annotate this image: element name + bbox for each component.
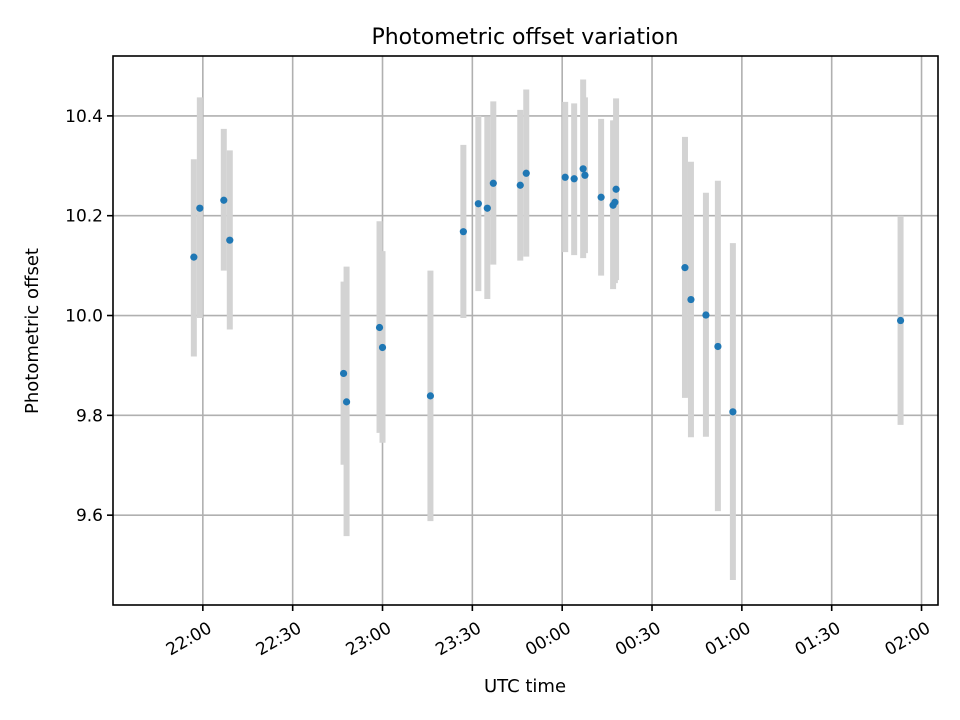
data-point xyxy=(339,369,348,378)
data-point xyxy=(579,165,587,173)
data-point xyxy=(687,295,695,304)
data-point xyxy=(896,316,905,325)
x-tick-label: 01:30 xyxy=(792,618,844,660)
data-point xyxy=(516,181,524,189)
data-point xyxy=(597,193,605,201)
chart-title: Photometric offset variation xyxy=(371,25,678,50)
data-point xyxy=(378,343,387,352)
data-point xyxy=(375,323,384,332)
data-point xyxy=(226,236,234,244)
data-point xyxy=(581,171,589,179)
data-point xyxy=(220,196,228,204)
data-point xyxy=(561,173,569,181)
x-tick-label: 23:00 xyxy=(343,618,395,660)
y-axis-label: Photometric offset xyxy=(22,248,43,414)
x-tick-label: 01:00 xyxy=(702,618,754,660)
data-point xyxy=(489,179,497,187)
y-tick-label: 10.4 xyxy=(65,107,103,127)
y-tick-label: 9.6 xyxy=(76,506,103,526)
y-tick-label: 10.0 xyxy=(65,307,103,327)
error-bars xyxy=(190,79,904,581)
data-point xyxy=(729,408,737,416)
x-tick-label: 23:30 xyxy=(432,618,484,660)
data-point xyxy=(714,342,722,351)
x-tick-label: 22:00 xyxy=(163,618,215,660)
data-point xyxy=(342,398,351,406)
data-point xyxy=(612,185,620,193)
data-point xyxy=(196,204,204,212)
x-tick-label: 02:00 xyxy=(882,618,934,660)
data-point xyxy=(190,253,198,261)
y-axis-ticks: 9.6 9.8 10.0 10.2 10.4 xyxy=(65,107,113,526)
x-axis-label: UTC time xyxy=(484,676,566,697)
y-tick-label: 9.8 xyxy=(76,406,103,426)
x-axis-ticks: 22:00 22:30 23:00 23:30 00:00 00:30 01:00 01:30… xyxy=(163,605,934,660)
x-tick-label: 22:30 xyxy=(253,618,305,660)
data-point xyxy=(459,228,467,236)
plot-frame xyxy=(112,55,939,606)
data-point xyxy=(426,392,435,400)
x-tick-label: 00:00 xyxy=(522,618,574,660)
y-tick-label: 10.2 xyxy=(65,207,103,227)
data-points xyxy=(190,165,905,416)
data-point xyxy=(681,264,689,272)
data-point xyxy=(611,198,619,206)
x-tick-label: 00:30 xyxy=(612,618,664,660)
data-point xyxy=(522,169,530,177)
data-point xyxy=(483,204,491,212)
data-point xyxy=(702,311,710,319)
data-point xyxy=(474,200,482,208)
data-point xyxy=(570,175,578,183)
